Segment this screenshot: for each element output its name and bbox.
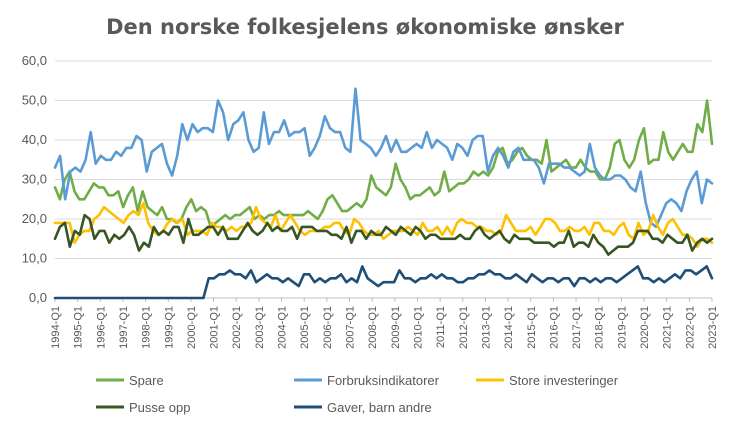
x-tick-label: 2018-Q1: [594, 306, 606, 349]
x-axis-ticks: 1994-Q1 1995-Q1 1996-Q1 1997-Q1 1998-Q1 1999-…: [50, 298, 719, 349]
x-tick-label: 2002-Q1: [231, 306, 243, 349]
legend-label: Spare: [129, 373, 164, 388]
x-tick-label: 2009-Q1: [390, 306, 402, 349]
x-tick-label: 2019-Q1: [616, 306, 628, 349]
x-tick-label: 2015-Q1: [526, 306, 538, 349]
series-line: [53, 265, 714, 300]
y-tick-label: 30,0: [22, 172, 47, 187]
gridlines: [55, 60, 712, 299]
series-line: [53, 87, 714, 229]
x-tick-label: 2021-Q1: [662, 306, 674, 349]
x-tick-label: 1994-Q1: [50, 306, 62, 349]
x-tick-label: 2020-Q1: [639, 306, 651, 349]
x-tick-label: 2012-Q1: [458, 306, 470, 349]
legend-label: Forbruksindikatorer: [327, 373, 440, 388]
x-tick-label: 2007-Q1: [345, 306, 357, 349]
series-line: [53, 201, 714, 248]
legend: Spare Forbruksindikatorer Store investerin…: [96, 373, 619, 415]
x-tick-label: 1997-Q1: [118, 306, 130, 349]
x-tick-label: 2013-Q1: [480, 306, 492, 349]
legend-label: Store investeringer: [509, 373, 619, 388]
legend-label: Gaver, barn andre: [327, 400, 432, 415]
y-tick-label: 10,0: [22, 251, 47, 266]
chart-title: Den norske folkesjelens økonomiske ønske…: [106, 15, 624, 39]
x-tick-label: 2014-Q1: [503, 306, 515, 349]
y-tick-label: 40,0: [22, 132, 47, 147]
y-axis-ticks: 0,0 10,0 20,0 30,0 40,0 50,0 60,0: [22, 53, 47, 305]
x-tick-label: 2001-Q1: [209, 306, 221, 349]
y-tick-label: 20,0: [22, 211, 47, 226]
x-tick-label: 1996-Q1: [95, 306, 107, 349]
y-tick-label: 60,0: [22, 53, 47, 68]
x-tick-label: 2010-Q1: [412, 306, 424, 349]
x-tick-label: 2004-Q1: [277, 306, 289, 349]
x-tick-label: 1999-Q1: [163, 306, 175, 349]
x-tick-label: 2000-Q1: [186, 306, 198, 349]
x-tick-label: 2022-Q1: [684, 306, 696, 349]
y-tick-label: 50,0: [22, 93, 47, 108]
legend-label: Pusse opp: [129, 400, 190, 415]
x-tick-label: 1995-Q1: [73, 306, 85, 349]
x-tick-label: 2016-Q1: [548, 306, 560, 349]
x-tick-label: 2017-Q1: [571, 306, 583, 349]
series-line: [53, 99, 714, 229]
x-tick-label: 1998-Q1: [141, 306, 153, 349]
x-tick-label: 2003-Q1: [254, 306, 266, 349]
x-tick-label: 2023-Q1: [707, 306, 719, 349]
x-tick-label: 2011-Q1: [435, 306, 447, 348]
series-lines: [53, 87, 714, 300]
series-line: [53, 213, 714, 256]
x-tick-label: 2005-Q1: [299, 306, 311, 349]
y-tick-label: 0,0: [29, 290, 47, 305]
x-tick-label: 2008-Q1: [367, 306, 379, 349]
x-tick-label: 2006-Q1: [322, 306, 334, 349]
